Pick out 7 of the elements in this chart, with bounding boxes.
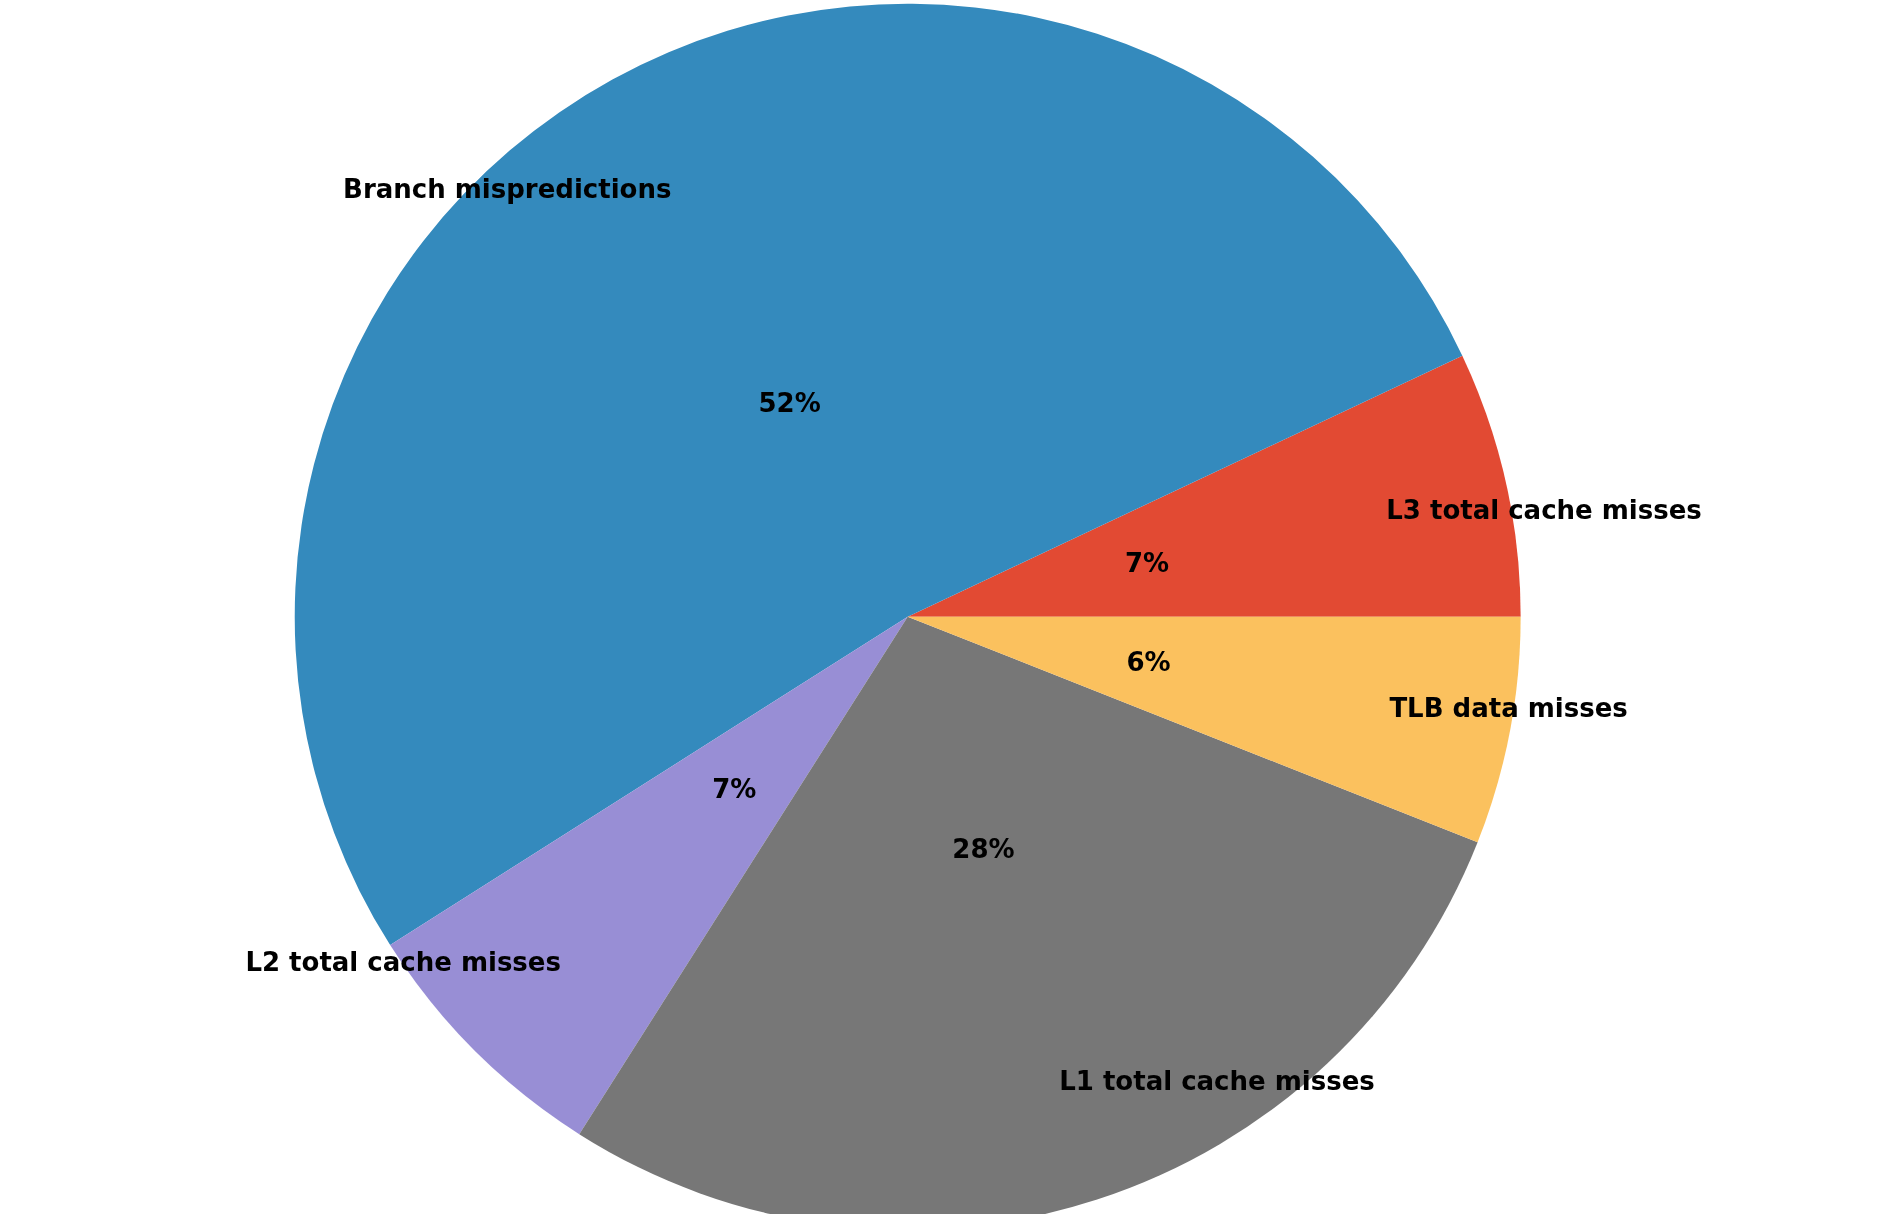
data-label: 6% xyxy=(1126,647,1171,678)
slice-label: L2 total cache misses xyxy=(245,946,561,977)
data-label: 7% xyxy=(712,774,757,805)
data-label: 28% xyxy=(952,833,1015,864)
data-label: 52% xyxy=(758,387,821,418)
slice-label: L1 total cache misses xyxy=(1059,1065,1375,1096)
data-label: 7% xyxy=(1124,548,1170,579)
